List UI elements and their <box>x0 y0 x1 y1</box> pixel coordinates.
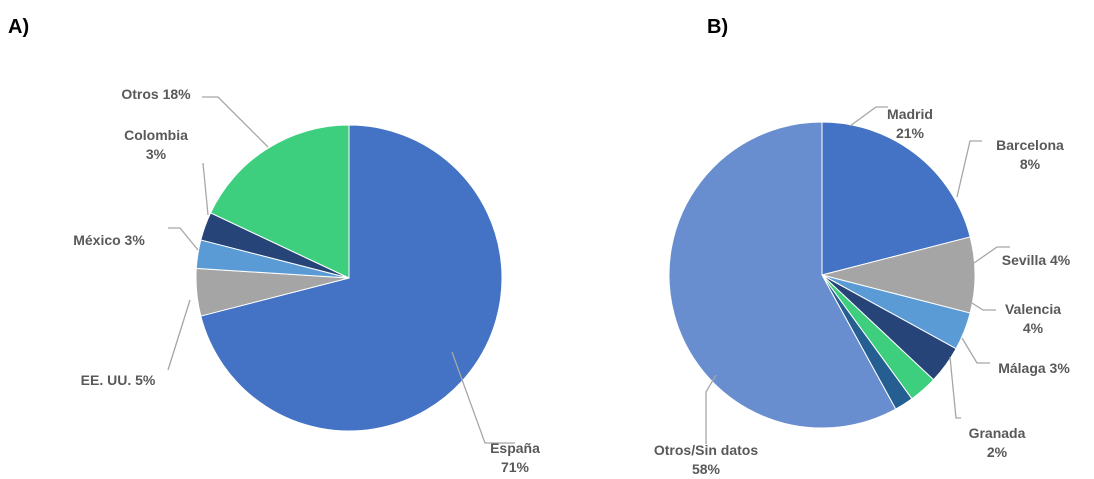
leader-line-ee-uu <box>167 299 191 371</box>
leader-line-barcelona <box>956 140 982 198</box>
pie-slice-espana <box>200 124 503 432</box>
leader-line-madrid <box>849 106 888 127</box>
slice-label-otros-sin-datos: Otros/Sin datos 58% <box>654 442 758 477</box>
leader-line-malaga <box>961 337 990 364</box>
panel-a-label: A) <box>8 16 29 38</box>
leader-line-otros-sin-datos <box>705 374 717 444</box>
slice-label-granada: Granada 2% <box>969 425 1026 460</box>
slice-label-malaga: Málaga 3% <box>998 360 1070 376</box>
leader-line-sevilla <box>973 246 1010 264</box>
panel-b-label: B) <box>707 16 728 38</box>
pie-slice-otros <box>209 124 350 279</box>
slice-label-madrid: Madrid 21% <box>887 106 933 141</box>
leader-line-otros <box>202 96 269 148</box>
slice-label-mexico: México 3% <box>73 232 145 248</box>
pie-chart-a: España 71% EE. UU. 5% México 3% Colombia 3% Ot… <box>73 86 540 475</box>
pie-slice-madrid <box>821 121 971 276</box>
leader-line-colombia <box>202 162 209 216</box>
leader-line-mexico <box>168 227 199 251</box>
pie-slice-otros-sin-datos <box>668 121 897 429</box>
slice-label-otros: Otros 18% <box>121 86 191 102</box>
slice-label-sevilla: Sevilla 4% <box>1002 252 1071 268</box>
slice-label-barcelona: Barcelona 8% <box>996 137 1064 172</box>
leader-line-granada <box>949 356 961 419</box>
slice-label-colombia: Colombia 3% <box>124 127 188 162</box>
leader-line-valencia <box>971 302 996 311</box>
slice-label-ee-uu: EE. UU. 5% <box>81 372 156 388</box>
pie-chart-b: Madrid 21% Barcelona 8% Sevilla 4% Valencia 4%… <box>654 106 1071 477</box>
slice-label-espana: España 71% <box>490 440 540 475</box>
leader-line-espana <box>451 351 515 444</box>
slice-label-valencia: Valencia 4% <box>1005 301 1061 336</box>
